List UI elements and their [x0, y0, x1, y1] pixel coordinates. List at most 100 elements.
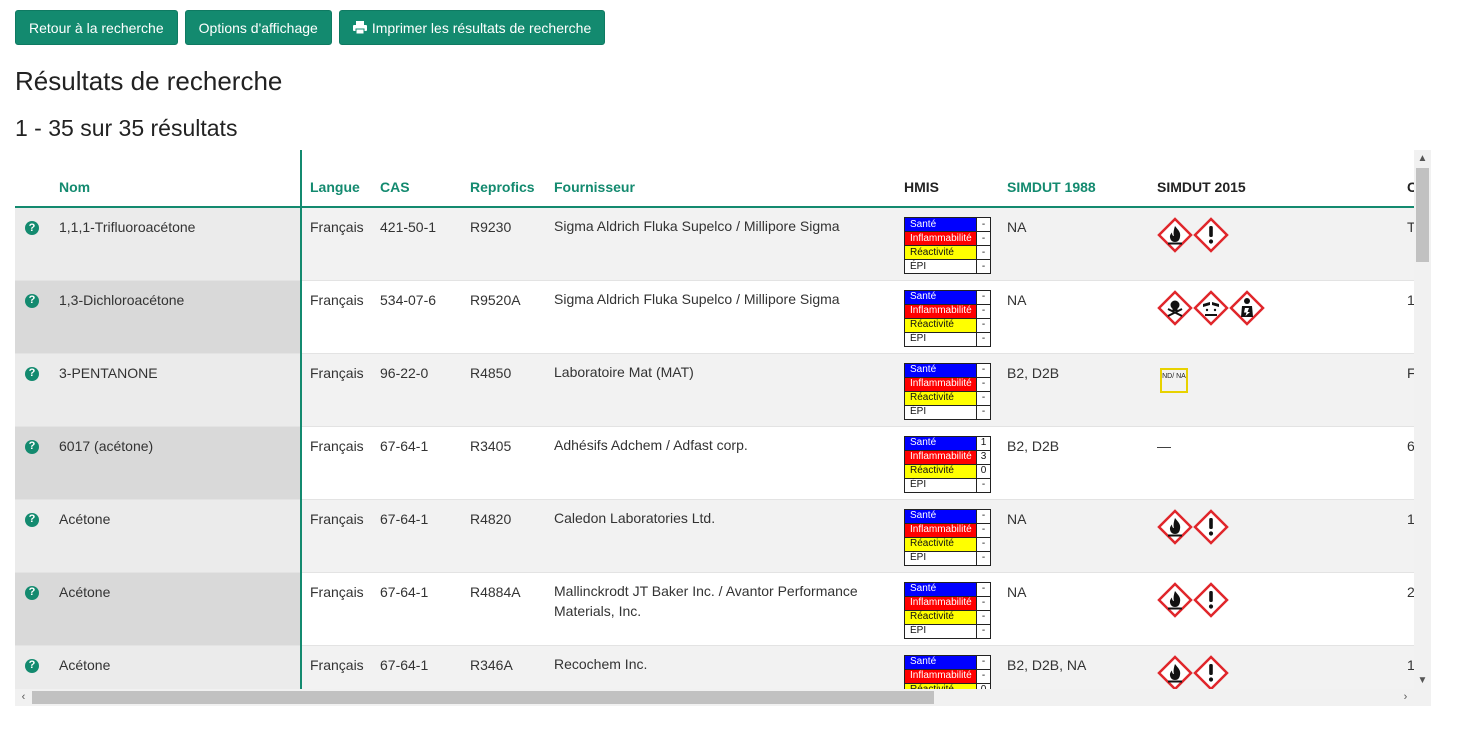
page-title: Résultats de recherche — [15, 66, 283, 96]
hmis-inflammabilite-value: - — [976, 668, 991, 684]
cell-reprofics: R3405 — [462, 426, 546, 500]
hmis-reactivite-label: Réactivité — [904, 463, 977, 479]
scroll-up-icon[interactable]: ▲ — [1417, 153, 1428, 164]
help-icon[interactable]: ? — [25, 366, 39, 381]
hmis-sante-label: Santé — [904, 508, 977, 524]
results-table: Nom Langue CAS Reprofics Fournisseur HMI… — [15, 150, 1414, 689]
hmis-epi-label: ÉPI — [904, 331, 977, 347]
cell-nom[interactable]: 6017 (acétone) — [51, 426, 302, 500]
flame-pictogram — [1157, 654, 1193, 689]
help-icon[interactable]: ? — [25, 439, 39, 454]
cell-nom[interactable]: Acétone — [51, 645, 302, 689]
hmis-epi-value: - — [976, 259, 991, 274]
hmis-label: Santé - Inflammabilité - Réactivité - ÉPI - — [904, 217, 991, 274]
table-row[interactable]: ? 6017 (acétone) Français 67-64-1 R3405 Adhés… — [15, 426, 1414, 500]
hmis-inflammabilite-label: Inflammabilité — [904, 522, 977, 538]
cell-nom[interactable]: Acétone — [51, 572, 302, 646]
table-row[interactable]: ? 3-PENTANONE Français 96-22-0 R4850 Laborato… — [15, 353, 1414, 427]
header-nom[interactable]: Nom — [51, 150, 302, 208]
cell-fournisseur: Caledon Laboratories Ltd. — [546, 499, 896, 573]
cell-simdut1988: NA — [999, 499, 1149, 573]
help-icon[interactable]: ? — [25, 585, 39, 600]
hmis-sante-value: - — [976, 581, 991, 597]
header-fournisseur[interactable]: Fournisseur — [546, 150, 896, 208]
cell-nom[interactable]: 1,3-Dichloroacétone — [51, 280, 302, 354]
cell-nom[interactable]: Acétone — [51, 499, 302, 573]
cell-nom[interactable]: 3-PENTANONE — [51, 353, 302, 427]
cell-fournisseur: Laboratoire Mat (MAT) — [546, 353, 896, 427]
cell-fournisseur: Sigma Aldrich Fluka Supelco / Millipore … — [546, 280, 896, 354]
cell-simdut1988: NA — [999, 280, 1149, 354]
hmis-sante-value: - — [976, 217, 991, 232]
help-cell: ? — [15, 353, 51, 427]
scroll-right-icon[interactable]: › — [1403, 691, 1408, 703]
cell-reprofics: R4884A — [462, 572, 546, 646]
nd-na-label: ND/ NA — [1160, 367, 1188, 393]
table-row[interactable]: ? Acétone Français 67-64-1 R346A Recochem Inc… — [15, 645, 1414, 689]
print-results-button[interactable]: Imprimer les résultats de recherche — [338, 10, 606, 45]
simdut2015-pictograms — [1157, 217, 1391, 253]
help-cell: ? — [15, 645, 51, 689]
horizontal-scrollbar[interactable]: ‹ › — [15, 689, 1431, 706]
hmis-label: Santé - Inflammabilité - Réactivité - ÉPI - — [904, 289, 991, 347]
table-row[interactable]: ? 1,3-Dichloroacétone Français 534-07-6 R952… — [15, 280, 1414, 354]
help-cell: ? — [15, 426, 51, 500]
hmis-reactivite-value: - — [976, 317, 991, 333]
horizontal-scroll-thumb[interactable] — [32, 691, 934, 704]
hmis-sante-label: Santé — [904, 435, 977, 451]
header-langue[interactable]: Langue — [301, 150, 372, 208]
cell-hmis: Santé - Inflammabilité - Réactivité - ÉPI - — [896, 280, 999, 354]
exclamation-pictogram — [1193, 217, 1229, 253]
header-cas[interactable]: CAS — [372, 150, 462, 208]
help-cell: ? — [15, 499, 51, 573]
header-simdut1988[interactable]: SIMDUT 1988 — [999, 150, 1149, 208]
hmis-epi-value: - — [976, 477, 991, 493]
display-options-button[interactable]: Options d'affichage — [184, 10, 332, 45]
cell-simdut2015: ND/ NA — [1149, 353, 1399, 427]
flame-pictogram — [1157, 217, 1193, 253]
header-reprofics[interactable]: Reprofics — [462, 150, 546, 208]
cell-nom[interactable]: 1,1,1-Trifluoroacétone — [51, 207, 302, 281]
hmis-reactivite-value: - — [976, 390, 991, 406]
hmis-sante-value: - — [976, 362, 991, 378]
results-table-viewport: Nom Langue CAS Reprofics Fournisseur HMI… — [15, 150, 1414, 689]
hmis-sante-value: - — [976, 289, 991, 305]
back-to-search-button[interactable]: Retour à la recherche — [15, 10, 178, 45]
cell-hmis: Santé - Inflammabilité - Réactivité - ÉPI - — [896, 353, 999, 427]
hmis-reactivite-label: Réactivité — [904, 245, 977, 260]
hmis-epi-value: - — [976, 550, 991, 566]
cell-simdut1988: B2, D2B — [999, 426, 1149, 500]
hmis-epi-label: ÉPI — [904, 404, 977, 420]
hmis-epi-label: ÉPI — [904, 550, 977, 566]
hmis-reactivite-label: Réactivité — [904, 390, 977, 406]
hmis-inflammabilite-value: - — [976, 376, 991, 392]
health-hazard-pictogram — [1229, 289, 1265, 326]
cell-reprofics: R4820 — [462, 499, 546, 573]
cell-langue: Français — [301, 426, 372, 500]
scroll-left-icon[interactable]: ‹ — [21, 691, 26, 703]
scroll-down-icon[interactable]: ▼ — [1417, 675, 1428, 686]
cell-reprofics: R9230 — [462, 207, 546, 281]
hmis-reactivite-value: 0 — [976, 463, 991, 479]
flame-pictogram — [1157, 508, 1193, 545]
vertical-scrollbar[interactable]: ▲ ▼ — [1414, 150, 1431, 689]
hmis-epi-label: ÉPI — [904, 623, 977, 639]
hmis-label: Santé 1 Inflammabilité 3 Réactivité 0 ÉPI - — [904, 435, 991, 493]
header-help — [15, 150, 51, 208]
help-icon[interactable]: ? — [25, 658, 39, 673]
hmis-inflammabilite-label: Inflammabilité — [904, 303, 977, 319]
help-icon[interactable]: ? — [25, 512, 39, 527]
cell-hmis: Santé - Inflammabilité - Réactivité - ÉPI - — [896, 499, 999, 573]
hmis-label: Santé - Inflammabilité - Réactivité - ÉPI - — [904, 581, 991, 639]
help-icon[interactable]: ? — [25, 293, 39, 308]
table-row[interactable]: ? Acétone Français 67-64-1 R4820 Caledon Labo… — [15, 499, 1414, 573]
cell-fournisseur: Mallinckrodt JT Baker Inc. / Avantor Per… — [546, 572, 896, 646]
cell-simdut2015 — [1149, 499, 1399, 573]
header-next-column: C — [1399, 150, 1414, 208]
cell-fournisseur: Adhésifs Adchem / Adfast corp. — [546, 426, 896, 500]
cell-simdut2015 — [1149, 280, 1399, 354]
table-row[interactable]: ? 1,1,1-Trifluoroacétone Français 421-50-1 R… — [15, 207, 1414, 281]
table-row[interactable]: ? Acétone Français 67-64-1 R4884A Mallinckrod… — [15, 572, 1414, 646]
help-icon[interactable]: ? — [25, 221, 39, 235]
vertical-scroll-thumb[interactable] — [1416, 168, 1429, 262]
